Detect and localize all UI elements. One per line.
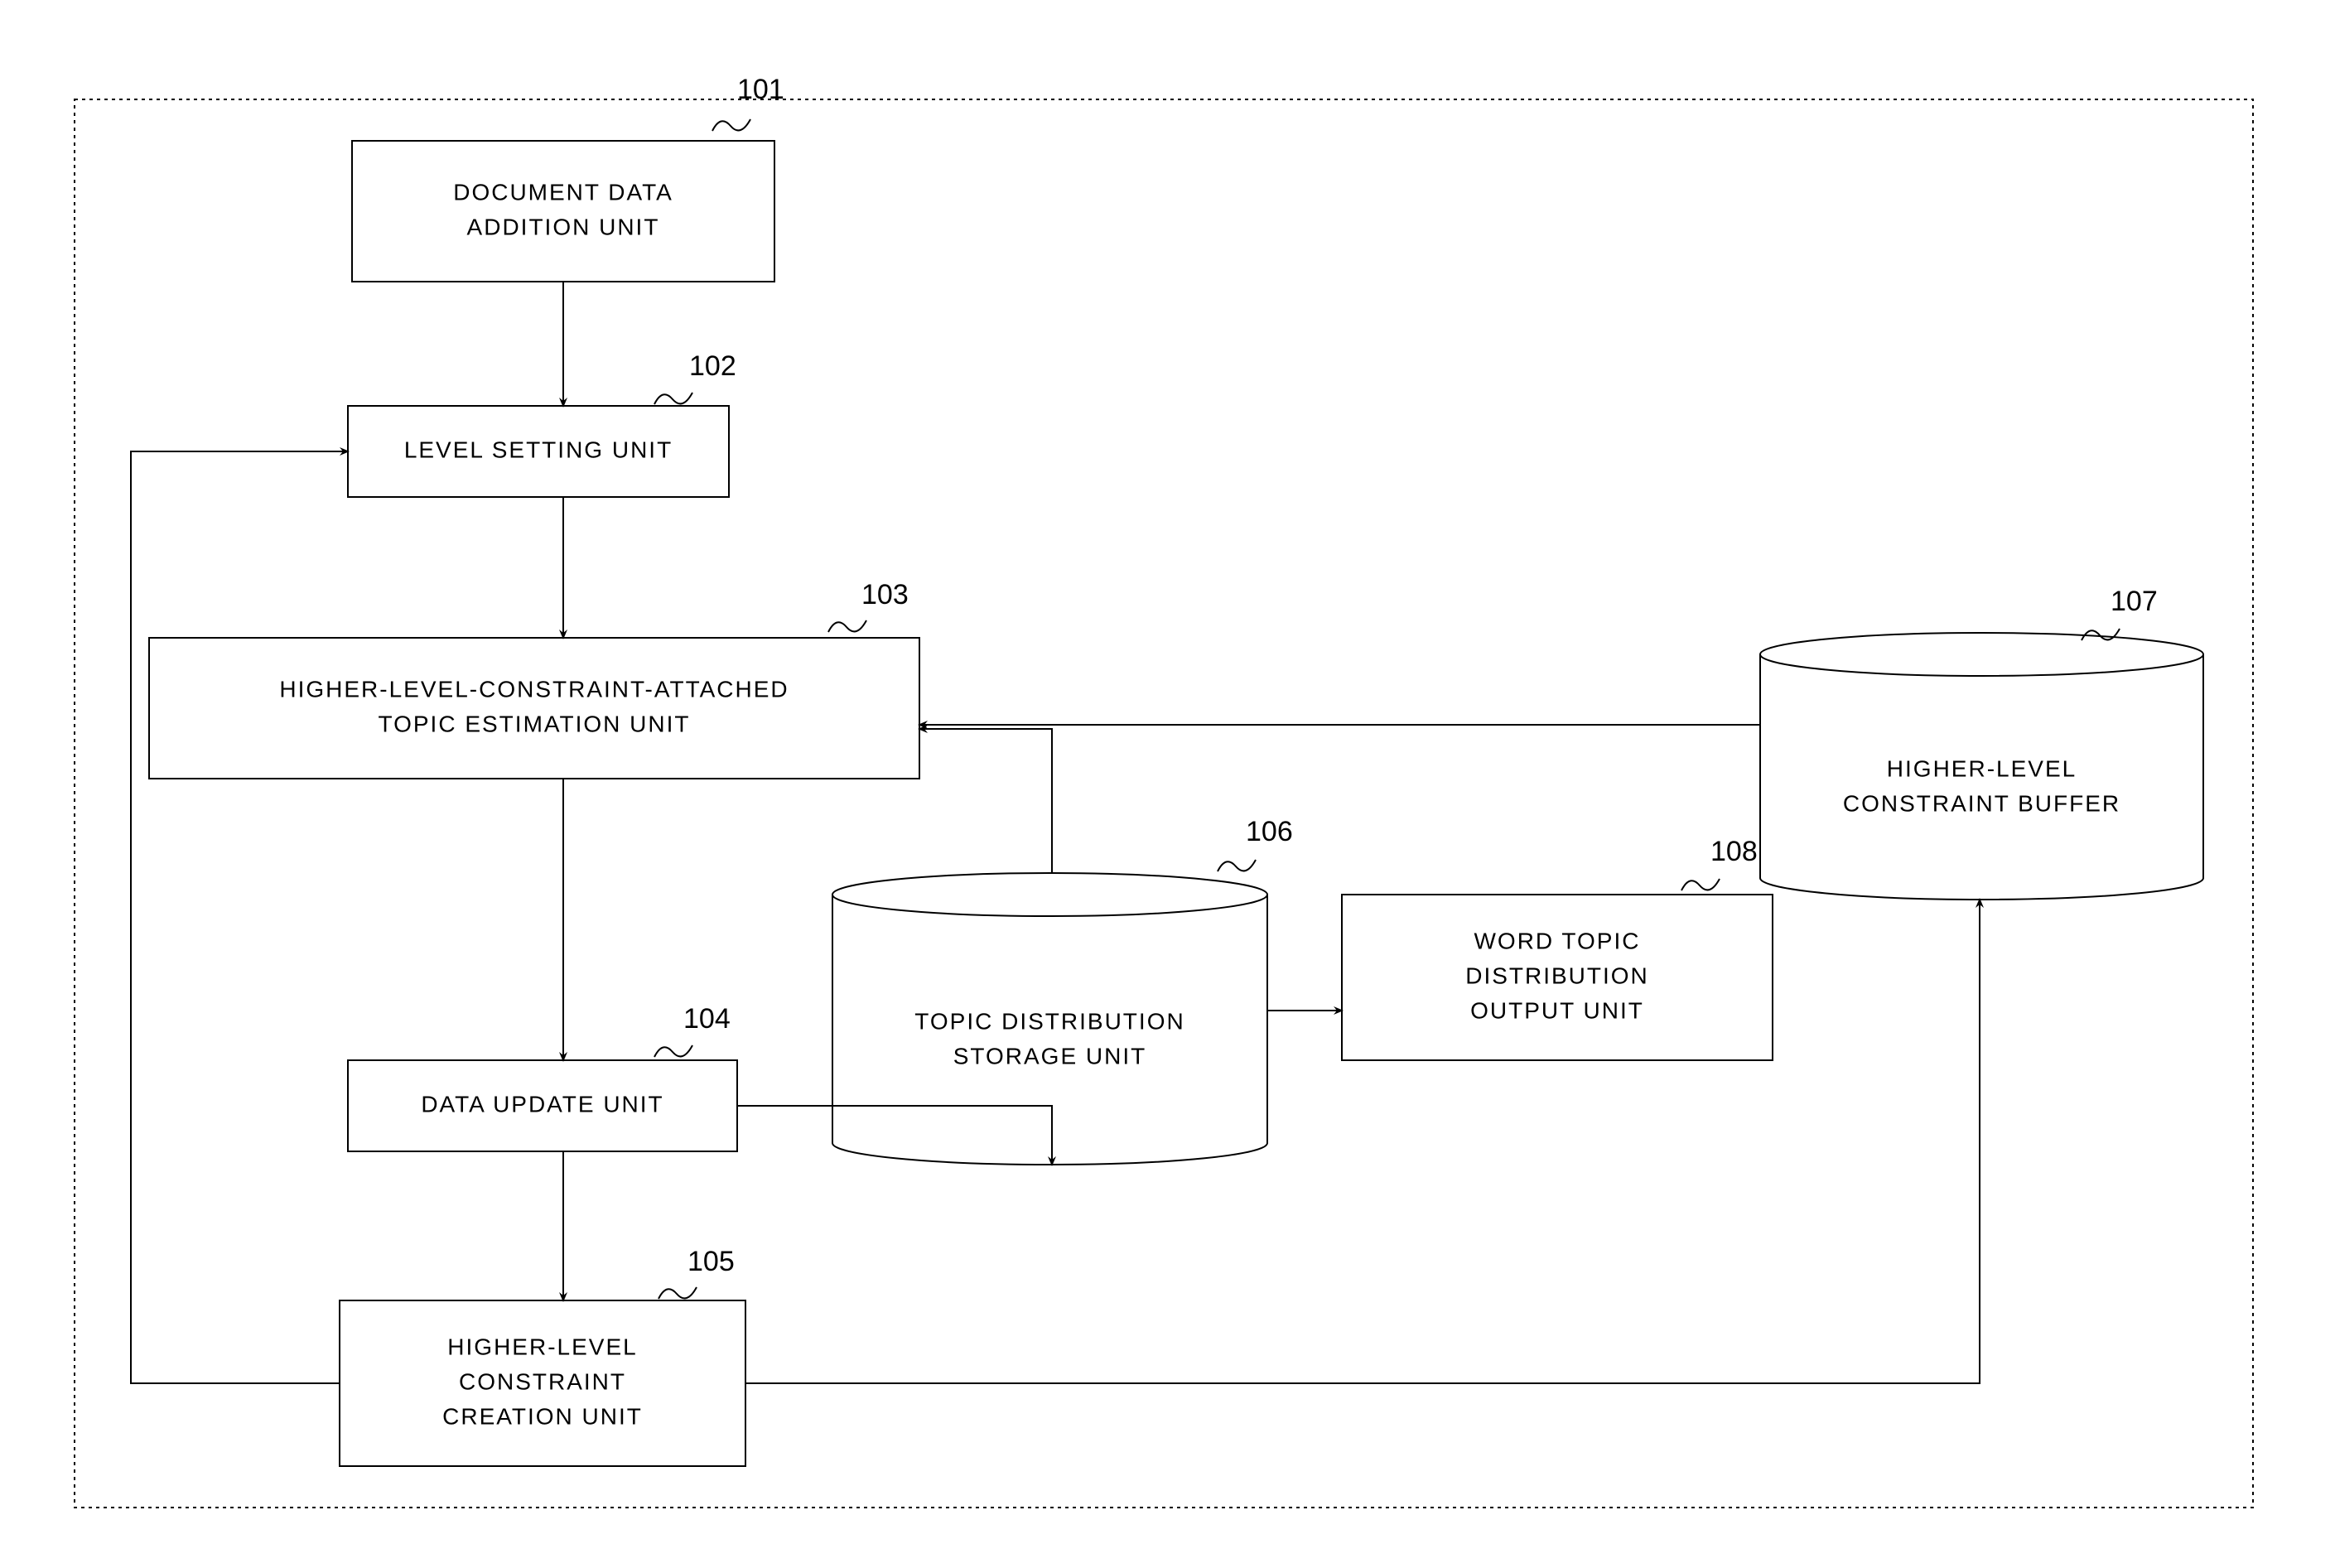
- svg-text:WORD TOPIC: WORD TOPIC: [1474, 928, 1641, 953]
- svg-text:HIGHER-LEVEL: HIGHER-LEVEL: [1887, 755, 2077, 781]
- n108-ref: 108: [1710, 836, 1758, 867]
- svg-text:TOPIC DISTRIBUTION: TOPIC DISTRIBUTION: [914, 1008, 1184, 1034]
- svg-text:CREATION UNIT: CREATION UNIT: [442, 1403, 643, 1429]
- svg-text:ADDITION UNIT: ADDITION UNIT: [467, 214, 660, 239]
- svg-text:DISTRIBUTION: DISTRIBUTION: [1465, 963, 1649, 988]
- svg-text:OUTPUT UNIT: OUTPUT UNIT: [1470, 997, 1644, 1023]
- svg-text:DATA UPDATE UNIT: DATA UPDATE UNIT: [421, 1091, 663, 1117]
- n103-box: [149, 638, 919, 779]
- n105-ref: 105: [687, 1246, 735, 1277]
- edge: [919, 729, 1052, 873]
- svg-text:HIGHER-LEVEL-CONSTRAINT-ATTACH: HIGHER-LEVEL-CONSTRAINT-ATTACHED: [279, 676, 789, 702]
- svg-text:HIGHER-LEVEL: HIGHER-LEVEL: [447, 1334, 637, 1359]
- svg-text:CONSTRAINT BUFFER: CONSTRAINT BUFFER: [1843, 790, 2120, 816]
- svg-text:TOPIC ESTIMATION UNIT: TOPIC ESTIMATION UNIT: [379, 711, 691, 736]
- edge: [131, 451, 348, 1383]
- svg-text:DOCUMENT DATA: DOCUMENT DATA: [453, 179, 673, 205]
- svg-text:STORAGE UNIT: STORAGE UNIT: [953, 1043, 1147, 1069]
- n106-ref: 106: [1246, 816, 1293, 847]
- n107-ref: 107: [2111, 586, 2158, 617]
- n101-ref: 101: [737, 74, 784, 105]
- svg-text:CONSTRAINT: CONSTRAINT: [459, 1368, 626, 1394]
- svg-text:LEVEL SETTING UNIT: LEVEL SETTING UNIT: [404, 437, 673, 462]
- n104-ref: 104: [683, 1003, 731, 1035]
- n101-box: [352, 141, 774, 282]
- n102-ref: 102: [689, 350, 736, 382]
- n103-ref: 103: [861, 579, 909, 610]
